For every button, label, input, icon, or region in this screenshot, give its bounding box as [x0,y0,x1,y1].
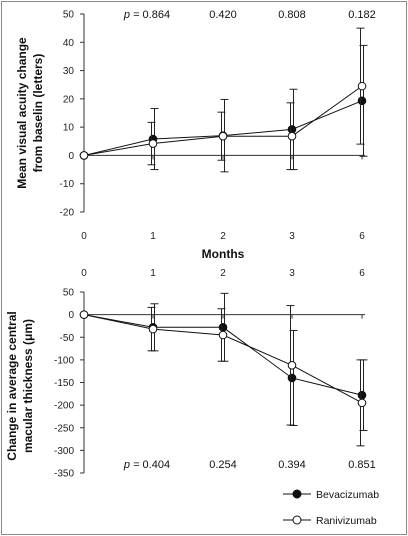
top-y-tick-label: 40 [63,38,75,49]
bottom-series-ranivizumab [79,305,367,447]
bottom-series-ranivizumab-point [218,330,228,340]
top-x-tick-label: 3 [289,231,295,242]
bottom-y-tick-label: -200 [54,401,74,412]
bottom-y-tick-label: -150 [54,378,74,389]
bottom-x-tick-label: 6 [359,268,365,279]
top-y-axis-title-line2: from baselin (letters) [31,54,45,173]
bottom-series-ranivizumab-point [357,398,367,408]
bottom-p-value: 0.254 [209,459,237,471]
legend-marker-filled-circle [292,489,302,499]
top-series-ranivizumab-point [357,81,367,91]
top-series-ranivizumab-point [218,131,228,141]
bottom-p-value: 0.394 [278,459,306,471]
bottom-x-tick-label: 2 [220,268,226,279]
bottom-x-tick-label: 1 [150,268,156,279]
top-x-axis-title: Months [202,247,245,261]
top-y-tick-label: -20 [60,208,75,219]
bottom-series-ranivizumab-point [287,361,297,370]
legend-marker-open-circle [292,515,302,525]
top-chart: -20 -10 0 10 20 30 40 50 0 1 2 3 6 p = 0.864 0.420 0.80… [60,9,376,242]
top-y-tick-label: 50 [63,10,75,21]
top-y-axis-title-line1: Mean visual acuity change [15,37,29,189]
top-series-bevacizumab [79,44,368,173]
top-x-tick-label: 2 [220,231,226,242]
top-y-tick-label: 10 [63,123,75,134]
bottom-series-bevacizumab [79,292,368,431]
top-series-bevacizumab-point [357,96,367,106]
bottom-series-bevacizumab-point [287,373,297,383]
legend-item-ranivizumab: Ranivizumab [283,515,377,527]
bottom-chart: -350 -300 -250 -200 -150 -100 -50 0 50 0 1 2 3 6 p = 0… [54,268,376,480]
bottom-y-axis-title-line1: Change in average central [5,311,19,460]
top-y-tick-label: 0 [68,151,74,162]
bottom-y-tick-label: -100 [54,355,74,366]
bottom-series-bevacizumab-point [357,390,367,400]
bottom-series-ranivizumab-point [148,324,158,334]
top-y-tick-label: -10 [60,179,75,190]
bottom-y-axis-title-line2: macular thickness (μm) [21,319,35,453]
top-series-ranivizumab-point [79,151,89,160]
bottom-y-tick-label: 50 [63,288,75,299]
bottom-series-ranivizumab-point [79,310,89,319]
bottom-p-value: p = 0.404 [123,459,170,471]
top-x-tick-label: 6 [359,231,365,242]
bottom-y-tick-label: 0 [68,310,74,321]
legend-label-bevacizumab: Bevacizumab [316,489,379,501]
top-y-tick-label: 20 [63,94,75,105]
bottom-y-tick-label: -250 [54,423,74,434]
top-p-value: 0.420 [209,9,237,21]
bottom-p-value: 0.851 [348,459,376,471]
legend-item-bevacizumab: Bevacizumab [283,489,379,501]
top-x-tick-label: 1 [150,231,156,242]
top-series-ranivizumab [79,27,367,171]
top-series-ranivizumab-point [148,139,158,148]
bottom-y-tick-label: -50 [60,333,75,344]
bottom-x-tick-label: 3 [289,268,295,279]
top-series-ranivizumab-point [287,131,297,141]
bottom-x-tick-label: 0 [81,268,87,279]
top-p-value: 0.808 [278,9,306,21]
top-p-value: 0.182 [348,9,376,21]
bottom-y-tick-label: -300 [54,446,74,457]
top-x-tick-label: 0 [81,231,87,242]
bottom-y-tick-label: -350 [54,469,74,480]
legend-label-ranivizumab: Ranivizumab [316,515,377,527]
top-series-bevacizumab-line [83,100,363,156]
legend: Bevacizumab Ranivizumab [283,489,379,527]
bottom-series-bevacizumab-point [218,322,228,332]
top-y-tick-label: 30 [63,66,75,77]
top-p-value: p = 0.864 [123,9,170,21]
